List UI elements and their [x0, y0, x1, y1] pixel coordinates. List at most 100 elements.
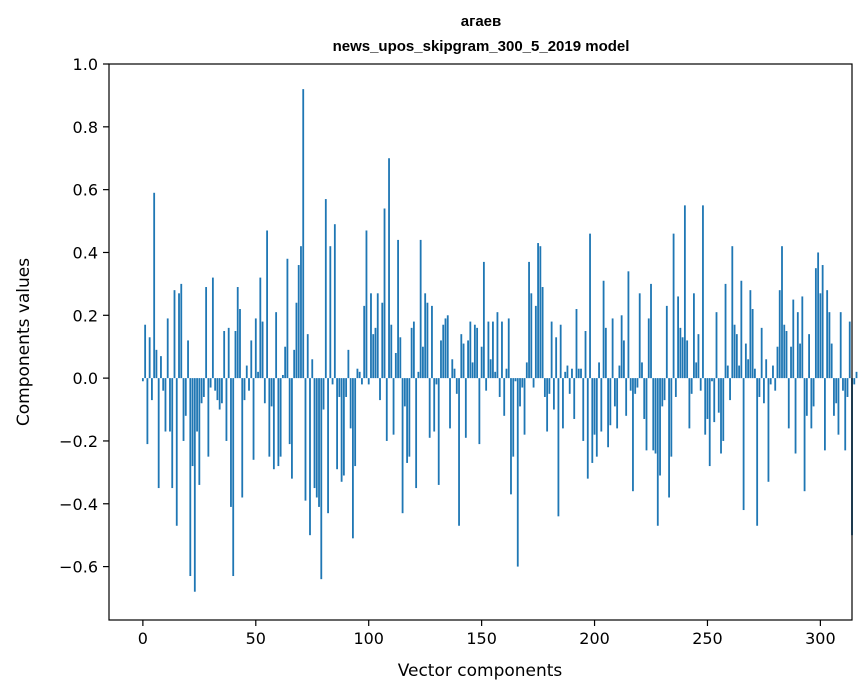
bar [315, 378, 318, 498]
bar [291, 378, 293, 479]
x-tick-label: 250 [692, 629, 723, 648]
bar [814, 268, 817, 379]
bar [444, 318, 447, 379]
bar [245, 365, 248, 379]
bar [379, 378, 381, 401]
bar [489, 359, 492, 379]
bar [582, 378, 585, 441]
bar [751, 309, 754, 379]
bar [442, 324, 445, 379]
bar [679, 327, 682, 379]
bar [155, 349, 158, 379]
bar [765, 359, 768, 379]
y-tick-label: 1.0 [73, 55, 98, 74]
bar [681, 337, 684, 379]
bar [169, 378, 171, 432]
x-tick-label: 100 [353, 629, 384, 648]
bar [196, 378, 198, 432]
bar [749, 290, 752, 379]
bar [803, 378, 806, 492]
bar [600, 378, 603, 432]
bar [665, 305, 668, 379]
bar [623, 340, 625, 379]
bar [236, 287, 239, 379]
bar [424, 293, 427, 379]
bar [731, 246, 734, 379]
bar [333, 224, 336, 379]
bar [417, 371, 420, 379]
bar [259, 277, 262, 379]
bar [397, 239, 399, 379]
bar [209, 378, 212, 388]
bar [392, 378, 395, 435]
bar [837, 378, 840, 435]
bar [288, 378, 291, 445]
bar [855, 371, 858, 379]
bar [469, 321, 472, 379]
bar [756, 378, 759, 526]
bar [403, 378, 406, 407]
bar [584, 331, 587, 379]
bar [440, 340, 442, 379]
bar [546, 378, 549, 432]
bar [496, 312, 499, 379]
bar [654, 378, 657, 454]
bar [618, 365, 621, 379]
bar [641, 362, 643, 379]
bar [277, 378, 280, 467]
bar [792, 299, 795, 379]
x-tick-label: 0 [138, 629, 148, 648]
bar [437, 378, 440, 485]
bar [528, 261, 530, 379]
bar [148, 337, 151, 379]
bar [266, 230, 268, 379]
bar [415, 378, 418, 489]
bar [401, 378, 404, 514]
y-tick-label: 0.2 [73, 306, 98, 325]
bar [166, 318, 169, 379]
bar [819, 293, 822, 379]
bar [422, 346, 424, 379]
bar [516, 378, 519, 567]
bar [193, 378, 196, 592]
bar [726, 365, 729, 379]
bar [281, 374, 284, 379]
x-tick-label: 200 [579, 629, 610, 648]
bar [230, 378, 232, 507]
bar [295, 302, 298, 379]
bar [146, 378, 149, 445]
bar [853, 378, 856, 385]
bar [505, 368, 508, 379]
bar [521, 378, 524, 388]
bar [157, 378, 160, 489]
bar [634, 378, 637, 394]
bar [672, 233, 675, 379]
x-axis-label: Vector components [398, 661, 563, 681]
bar [575, 309, 578, 379]
bar [629, 378, 632, 391]
bar [839, 312, 842, 379]
bar [735, 334, 738, 379]
bar [221, 378, 223, 404]
x-tick-label: 150 [466, 629, 497, 648]
bar [331, 378, 334, 385]
bar [144, 324, 147, 379]
bar [381, 302, 384, 379]
bar [785, 331, 788, 379]
bar [363, 305, 366, 379]
bar [394, 352, 397, 379]
bar [604, 327, 607, 379]
bar [164, 378, 167, 432]
bar [284, 346, 287, 379]
y-tick-label: −0.2 [59, 432, 98, 451]
bar [141, 378, 144, 382]
bar [275, 312, 278, 379]
bar [279, 378, 282, 457]
bar [613, 378, 616, 407]
bar [781, 246, 783, 379]
bar [191, 378, 194, 467]
bar [747, 359, 750, 379]
bar [374, 327, 377, 379]
bar [625, 378, 628, 416]
bar [173, 290, 176, 379]
